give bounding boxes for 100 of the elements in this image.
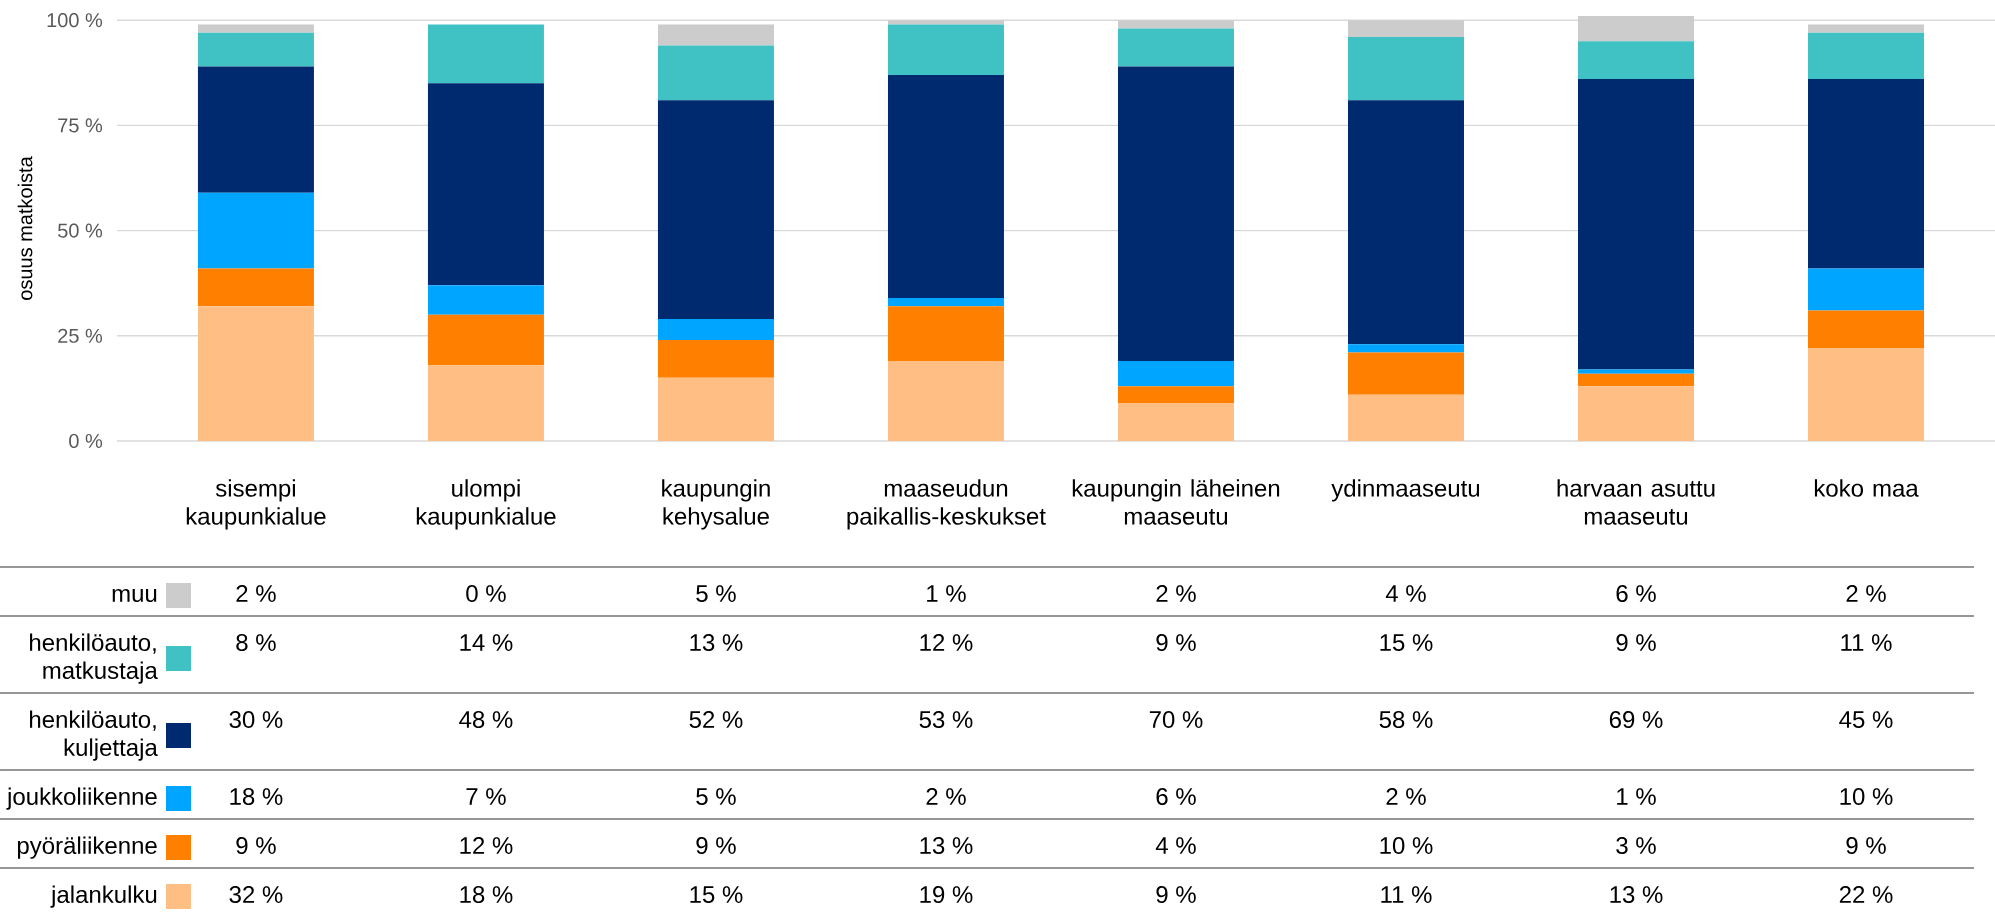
- bar: [1578, 41, 1694, 80]
- bar: [887, 306, 1004, 362]
- y-tick-label: 50 %: [58, 223, 103, 238]
- data-label: 9 %: [1616, 634, 1656, 652]
- data-label: 6 %: [1616, 585, 1656, 603]
- bar: [197, 66, 314, 193]
- data-label: 11 %: [1381, 886, 1432, 903]
- data-label: 13 %: [1610, 886, 1663, 904]
- x-tick-label: ydinmaaseutu: [1331, 479, 1480, 502]
- data-label: 2 %: [926, 788, 966, 805]
- data-label: 2 %: [1386, 788, 1426, 805]
- data-label: 11 %: [1841, 634, 1892, 651]
- bar: [887, 297, 1004, 307]
- data-label: 9 %: [696, 837, 736, 855]
- data-label: 0 %: [466, 585, 506, 603]
- bar: [1347, 344, 1464, 353]
- bar: [657, 100, 774, 319]
- bar: [197, 306, 314, 441]
- bar: [1578, 369, 1694, 374]
- bar: [427, 24, 544, 84]
- bar: [1808, 24, 1925, 33]
- y-tick-label: 75 %: [58, 118, 103, 133]
- data-label: 1 %: [927, 585, 966, 602]
- bar: [1808, 32, 1925, 80]
- data-label: 15 %: [690, 886, 743, 904]
- bar: [427, 285, 544, 315]
- bar: [657, 340, 774, 378]
- data-label: 5 %: [696, 788, 736, 806]
- data-label: 48 %: [459, 711, 513, 729]
- data-label: 8 %: [236, 634, 276, 652]
- x-tick-label: kaupungin läheinen maaseutu: [1072, 479, 1280, 525]
- data-label: 9 %: [1846, 837, 1886, 855]
- y-tick-label: 0 %: [69, 433, 103, 449]
- bar: [197, 32, 314, 67]
- bar: [1117, 386, 1234, 404]
- data-label: 6 %: [1156, 788, 1196, 806]
- bar: [1117, 28, 1234, 67]
- bar: [1347, 394, 1464, 441]
- bar: [887, 361, 1004, 441]
- bar: [1808, 348, 1925, 441]
- data-label: 12 %: [920, 634, 973, 651]
- bar: [1117, 20, 1234, 29]
- data-label: 19 %: [920, 886, 973, 904]
- data-label: 4 %: [1385, 585, 1426, 602]
- data-label: 45 %: [1839, 711, 1893, 729]
- x-tick-label: maaseudun paikallis-keskukset: [847, 479, 1046, 530]
- bar: [657, 318, 774, 340]
- bar: [657, 24, 774, 46]
- bar: [1808, 79, 1925, 269]
- bar: [1117, 66, 1234, 362]
- data-label: 69 %: [1609, 711, 1663, 729]
- bar: [197, 268, 314, 307]
- data-label: 52 %: [689, 711, 743, 729]
- data-label: 12 %: [460, 837, 513, 854]
- bar: [657, 45, 774, 101]
- data-label: 15 %: [1380, 634, 1433, 652]
- legend-label: muu: [112, 588, 157, 603]
- data-label: 7 %: [466, 788, 506, 805]
- x-tick-label: ulompi kaupunkialue: [416, 479, 556, 530]
- data-label: 13 %: [690, 634, 743, 652]
- bar: [1578, 373, 1694, 387]
- bar: [1117, 361, 1234, 387]
- data-label: 10 %: [1840, 788, 1893, 806]
- data-label: 18 %: [230, 788, 283, 806]
- bar: [427, 365, 544, 441]
- bar: [1347, 100, 1464, 345]
- x-tick-label: kaupungin kehysalue: [662, 479, 770, 530]
- bar: [887, 20, 1004, 25]
- bar: [197, 192, 314, 269]
- data-label: 22 %: [1839, 886, 1893, 903]
- y-tick-label: 25 %: [58, 328, 103, 343]
- bar: [657, 377, 774, 441]
- data-label: 13 %: [920, 837, 973, 855]
- y-tick-label: 100 %: [47, 13, 103, 28]
- data-label: 5 %: [696, 585, 736, 603]
- data-label: 14 %: [460, 634, 513, 651]
- bar: [197, 24, 314, 33]
- bar: [1578, 15, 1694, 42]
- bar: [1347, 352, 1464, 395]
- bar: [887, 74, 1004, 298]
- data-label: 2 %: [1156, 585, 1196, 602]
- data-label: 1 %: [1617, 788, 1656, 805]
- legend-label: jalankulku: [50, 885, 157, 908]
- legend-label: pyöräliikenne: [17, 836, 157, 859]
- bar: [1347, 20, 1464, 38]
- bar: [427, 83, 544, 286]
- legend-label: joukkoliikenne: [6, 787, 157, 810]
- bar: [1578, 386, 1694, 441]
- data-label: 3 %: [1616, 837, 1656, 855]
- bar: [1347, 37, 1464, 101]
- x-tick-label: koko maa: [1814, 479, 1919, 497]
- data-label: 4 %: [1155, 837, 1196, 854]
- data-label: 9 %: [1156, 886, 1196, 904]
- data-label: 2 %: [1846, 585, 1886, 602]
- x-tick-label: harvaan asuttu maaseutu: [1557, 479, 1715, 525]
- bar: [887, 24, 1004, 75]
- y-axis-title: osuus matkoista: [17, 156, 33, 300]
- data-label: 9 %: [1156, 634, 1196, 652]
- data-label: 70 %: [1149, 711, 1203, 729]
- data-label: 2 %: [236, 585, 276, 602]
